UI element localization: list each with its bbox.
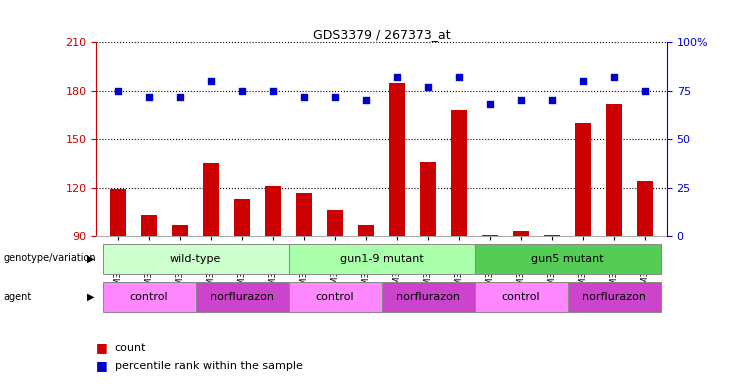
Point bbox=[143, 93, 155, 99]
Title: GDS3379 / 267373_at: GDS3379 / 267373_at bbox=[313, 28, 451, 41]
Point bbox=[112, 88, 124, 94]
Point bbox=[453, 74, 465, 80]
Bar bbox=[196, 282, 288, 312]
Point bbox=[329, 93, 341, 99]
Bar bbox=[359, 225, 374, 236]
Bar bbox=[203, 164, 219, 236]
Bar bbox=[234, 199, 250, 236]
Text: gun1-9 mutant: gun1-9 mutant bbox=[339, 254, 424, 264]
Point bbox=[608, 74, 620, 80]
Text: ▶: ▶ bbox=[87, 253, 95, 263]
Bar bbox=[420, 162, 436, 236]
Bar bbox=[514, 231, 529, 236]
Point bbox=[298, 93, 310, 99]
Bar bbox=[451, 110, 467, 236]
Text: wild-type: wild-type bbox=[170, 254, 222, 264]
Point bbox=[515, 98, 527, 104]
Text: ■: ■ bbox=[96, 359, 108, 372]
Bar bbox=[637, 181, 653, 236]
Text: count: count bbox=[115, 343, 147, 353]
Text: control: control bbox=[502, 292, 540, 302]
Bar bbox=[288, 244, 475, 274]
Point bbox=[268, 88, 279, 94]
Bar bbox=[173, 225, 187, 236]
Text: ▶: ▶ bbox=[87, 292, 95, 302]
Bar bbox=[102, 244, 288, 274]
Point bbox=[546, 98, 558, 104]
Text: genotype/variation: genotype/variation bbox=[4, 253, 96, 263]
Point bbox=[577, 78, 589, 84]
Point bbox=[422, 84, 434, 90]
Point bbox=[174, 93, 186, 99]
Text: gun5 mutant: gun5 mutant bbox=[531, 254, 604, 264]
Point bbox=[360, 98, 372, 104]
Point bbox=[391, 74, 403, 80]
Bar bbox=[482, 235, 498, 236]
Bar bbox=[288, 282, 382, 312]
Point bbox=[639, 88, 651, 94]
Point bbox=[484, 101, 496, 108]
Bar bbox=[389, 83, 405, 236]
Bar bbox=[328, 210, 343, 236]
Text: agent: agent bbox=[4, 292, 32, 302]
Text: norflurazon: norflurazon bbox=[582, 292, 646, 302]
Text: norflurazon: norflurazon bbox=[396, 292, 460, 302]
Text: control: control bbox=[316, 292, 354, 302]
Bar bbox=[545, 235, 560, 236]
Text: percentile rank within the sample: percentile rank within the sample bbox=[115, 361, 303, 371]
Bar bbox=[568, 282, 661, 312]
Text: control: control bbox=[130, 292, 168, 302]
Bar bbox=[296, 192, 312, 236]
Bar bbox=[475, 244, 661, 274]
Bar bbox=[265, 186, 281, 236]
Bar bbox=[576, 123, 591, 236]
Bar bbox=[475, 282, 568, 312]
Text: ■: ■ bbox=[96, 341, 108, 354]
Text: norflurazon: norflurazon bbox=[210, 292, 274, 302]
Point bbox=[236, 88, 248, 94]
Point bbox=[205, 78, 217, 84]
Bar bbox=[102, 282, 196, 312]
Bar bbox=[606, 104, 622, 236]
Bar bbox=[142, 215, 157, 236]
Bar bbox=[382, 282, 475, 312]
Bar bbox=[110, 189, 126, 236]
